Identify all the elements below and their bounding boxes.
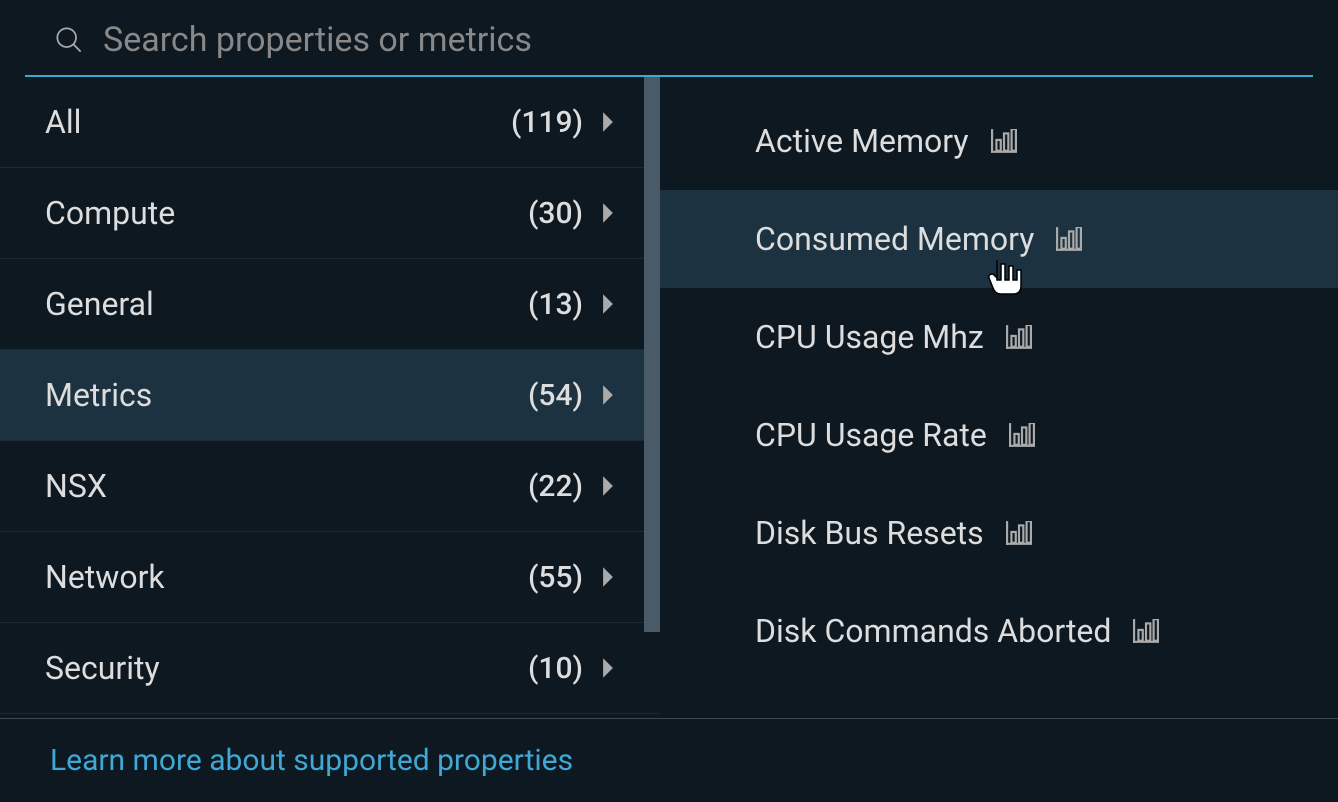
category-label: Network	[45, 558, 165, 596]
category-right: (22)	[528, 469, 615, 504]
category-label: NSX	[45, 467, 107, 505]
category-right: (10)	[528, 651, 615, 686]
category-count: (30)	[528, 196, 583, 231]
search-icon	[55, 26, 83, 54]
metric-item-cpu-usage-rate[interactable]: CPU Usage Rate	[660, 386, 1338, 484]
search-input[interactable]	[103, 20, 1283, 60]
category-right: (13)	[528, 287, 615, 322]
chart-icon	[1009, 423, 1035, 447]
category-label: General	[45, 285, 154, 323]
category-count: (10)	[528, 651, 583, 686]
category-count: (13)	[528, 287, 583, 322]
category-item-security[interactable]: Security (10)	[0, 623, 660, 714]
scrollbar[interactable]	[644, 77, 660, 632]
metric-item-disk-commands-aborted[interactable]: Disk Commands Aborted	[660, 582, 1338, 680]
chevron-right-icon	[601, 111, 615, 133]
category-right: (54)	[528, 378, 615, 413]
category-label: Metrics	[45, 376, 152, 414]
category-label: Security	[45, 649, 160, 687]
footer: Learn more about supported properties	[0, 718, 1338, 802]
category-item-all[interactable]: All (119)	[0, 77, 660, 168]
chart-icon	[991, 129, 1017, 153]
chevron-right-icon	[601, 657, 615, 679]
category-label: All	[45, 103, 81, 141]
metrics-panel: Active Memory Consumed Memory	[660, 77, 1338, 718]
category-item-metrics[interactable]: Metrics (54)	[0, 350, 660, 441]
chevron-right-icon	[601, 475, 615, 497]
metric-item-disk-bus-resets[interactable]: Disk Bus Resets	[660, 484, 1338, 582]
chevron-right-icon	[601, 566, 615, 588]
categories-panel: All (119) Compute (30)	[0, 77, 660, 718]
metric-label: Disk Bus Resets	[755, 514, 984, 552]
category-item-general[interactable]: General (13)	[0, 259, 660, 350]
metric-item-cpu-usage-mhz[interactable]: CPU Usage Mhz	[660, 288, 1338, 386]
chevron-right-icon	[601, 384, 615, 406]
category-count: (55)	[528, 560, 583, 595]
chevron-right-icon	[601, 293, 615, 315]
category-count: (119)	[511, 105, 583, 140]
category-right: (30)	[528, 196, 615, 231]
chart-icon	[1006, 325, 1032, 349]
chart-icon	[1006, 521, 1032, 545]
chevron-right-icon	[601, 202, 615, 224]
metric-label: CPU Usage Mhz	[755, 318, 984, 356]
category-item-compute[interactable]: Compute (30)	[0, 168, 660, 259]
main-content: All (119) Compute (30)	[0, 77, 1338, 718]
category-count: (22)	[528, 469, 583, 504]
category-label: Compute	[45, 194, 175, 232]
metric-label: CPU Usage Rate	[755, 416, 987, 454]
metric-label: Active Memory	[755, 122, 969, 160]
category-count: (54)	[528, 378, 583, 413]
category-right: (55)	[528, 560, 615, 595]
category-item-nsx[interactable]: NSX (22)	[0, 441, 660, 532]
category-right: (119)	[511, 105, 615, 140]
chart-icon	[1056, 227, 1082, 251]
cursor-pointer-icon	[985, 252, 1025, 296]
metric-item-active-memory[interactable]: Active Memory	[660, 92, 1338, 190]
search-bar	[25, 0, 1313, 77]
chart-icon	[1133, 619, 1159, 643]
learn-more-link[interactable]: Learn more about supported properties	[50, 743, 573, 778]
metric-label: Disk Commands Aborted	[755, 612, 1111, 650]
category-item-network[interactable]: Network (55)	[0, 532, 660, 623]
